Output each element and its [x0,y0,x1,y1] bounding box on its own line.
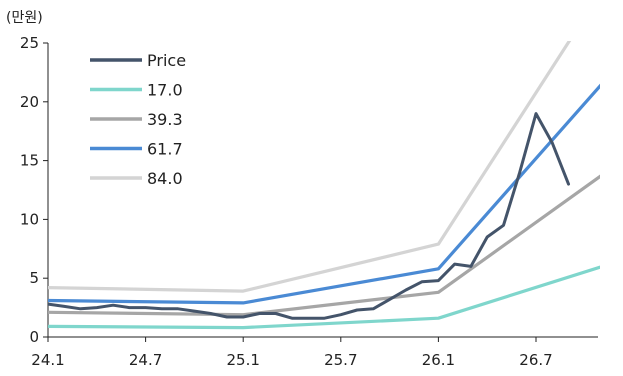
y-tick-label: 15 [20,152,39,170]
series-line-price [48,112,570,320]
x-tick-label: 26.7 [519,351,552,369]
legend-label-61-7: 61.7 [147,140,183,159]
series-layer [48,41,600,330]
x-tick-label: 24.1 [31,351,64,369]
series-line-17-0 [48,265,600,330]
legend-label-84-0: 84.0 [147,169,183,188]
legend: Price 17.0 39.3 61.7 84.0 [90,51,186,188]
y-unit-label: (만원) [6,10,43,26]
series-line-61-7 [48,83,600,305]
y-tick-label: 5 [29,269,39,287]
legend-label-17-0: 17.0 [147,81,183,100]
series-line-84-0 [48,41,572,293]
series-line-39-3 [48,174,600,317]
x-tick-label: 25.1 [226,351,259,369]
x-tick-label: 24.7 [129,351,162,369]
y-axis: 0 5 10 15 20 25 [20,34,49,346]
legend-label-price: Price [147,51,186,70]
y-tick-label: 0 [29,328,39,346]
x-tick-label: 26.1 [422,351,455,369]
x-axis: 24.1 24.7 25.1 25.7 26.1 26.7 [31,336,598,369]
legend-label-39-3: 39.3 [147,110,183,129]
y-tick-label: 25 [20,34,39,52]
x-tick-label: 25.7 [324,351,357,369]
y-tick-label: 10 [20,210,39,228]
y-tick-label: 20 [20,93,39,111]
